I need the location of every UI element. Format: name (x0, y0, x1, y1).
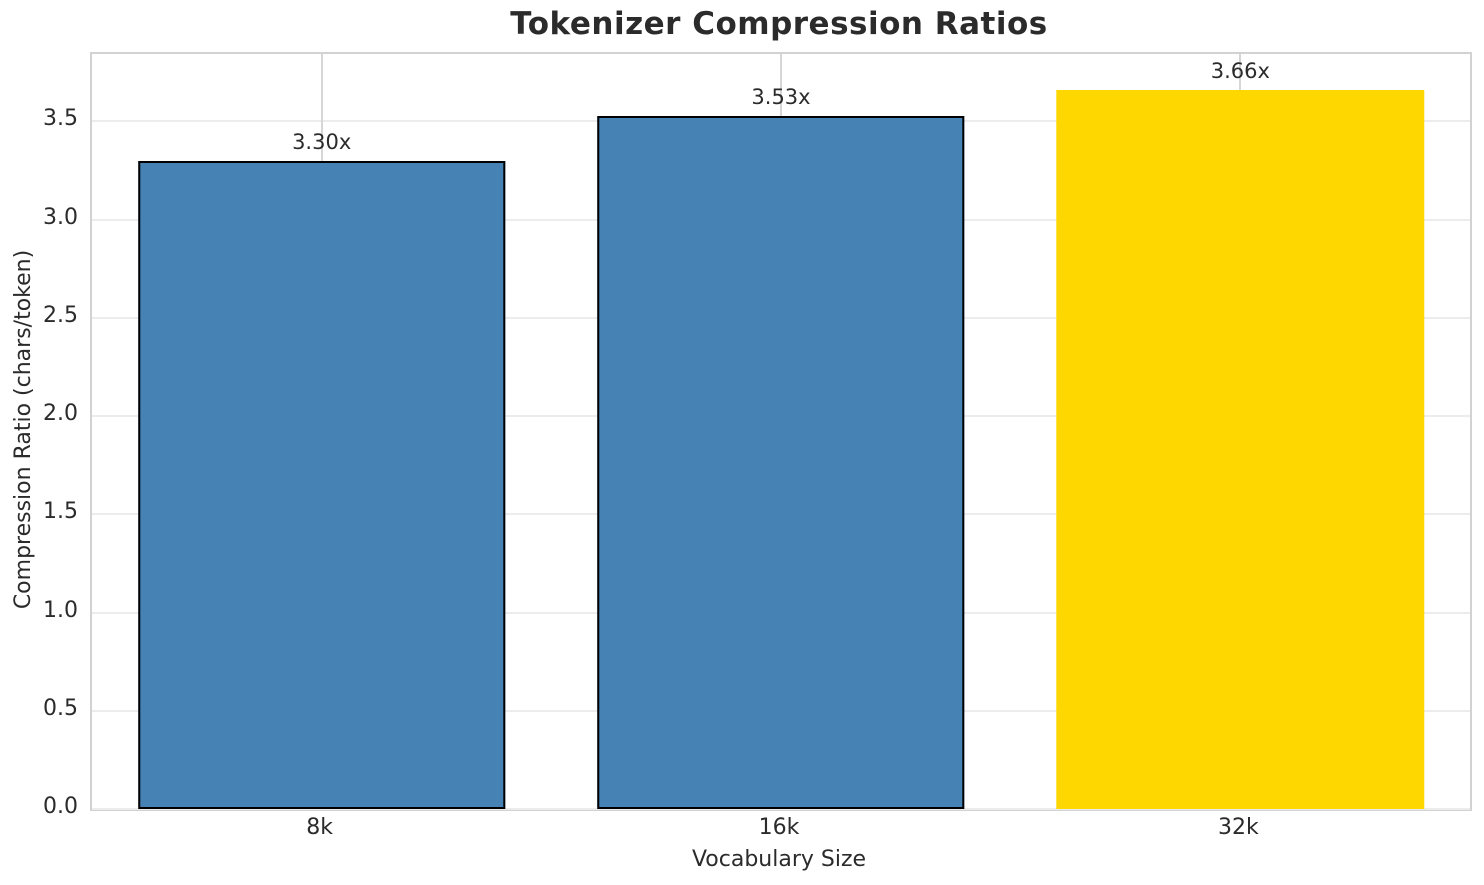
x-tick-labels: 8k 16k 32k (90, 815, 1468, 845)
gridline-horizontal (92, 808, 1470, 810)
y-tick-label: 0.0 (43, 794, 78, 819)
y-tick-label: 0.5 (43, 695, 78, 721)
bar-value-label: 3.53x (751, 84, 811, 109)
bar-8k (137, 160, 506, 809)
y-tick-label: 1.5 (43, 499, 78, 525)
x-tick-label-32k: 32k (1217, 815, 1259, 840)
y-tick-label: 1.0 (43, 597, 78, 623)
y-tick-label: 2.0 (43, 401, 78, 427)
bar-16k (597, 115, 965, 809)
y-tick-labels: 0.0 0.5 1.0 1.5 2.0 2.5 3.0 3.5 (0, 52, 78, 819)
y-tick-label: 3.5 (43, 106, 78, 132)
x-tick-label-16k: 16k (758, 815, 800, 840)
x-axis-label: Vocabulary Size (691, 847, 867, 872)
y-tick-label: 2.5 (43, 302, 78, 328)
bar-value-label: 3.66x (1210, 58, 1270, 83)
chart-title: Tokenizer Compression Ratios (510, 6, 1048, 42)
y-tick-label: 3.0 (43, 204, 78, 230)
plot-area: 3.30x 3.53x 3.66x (90, 52, 1472, 811)
bar-value-label: 3.30x (292, 129, 352, 154)
bar-32k (1056, 89, 1425, 809)
x-tick-label-8k: 8k (306, 815, 334, 840)
